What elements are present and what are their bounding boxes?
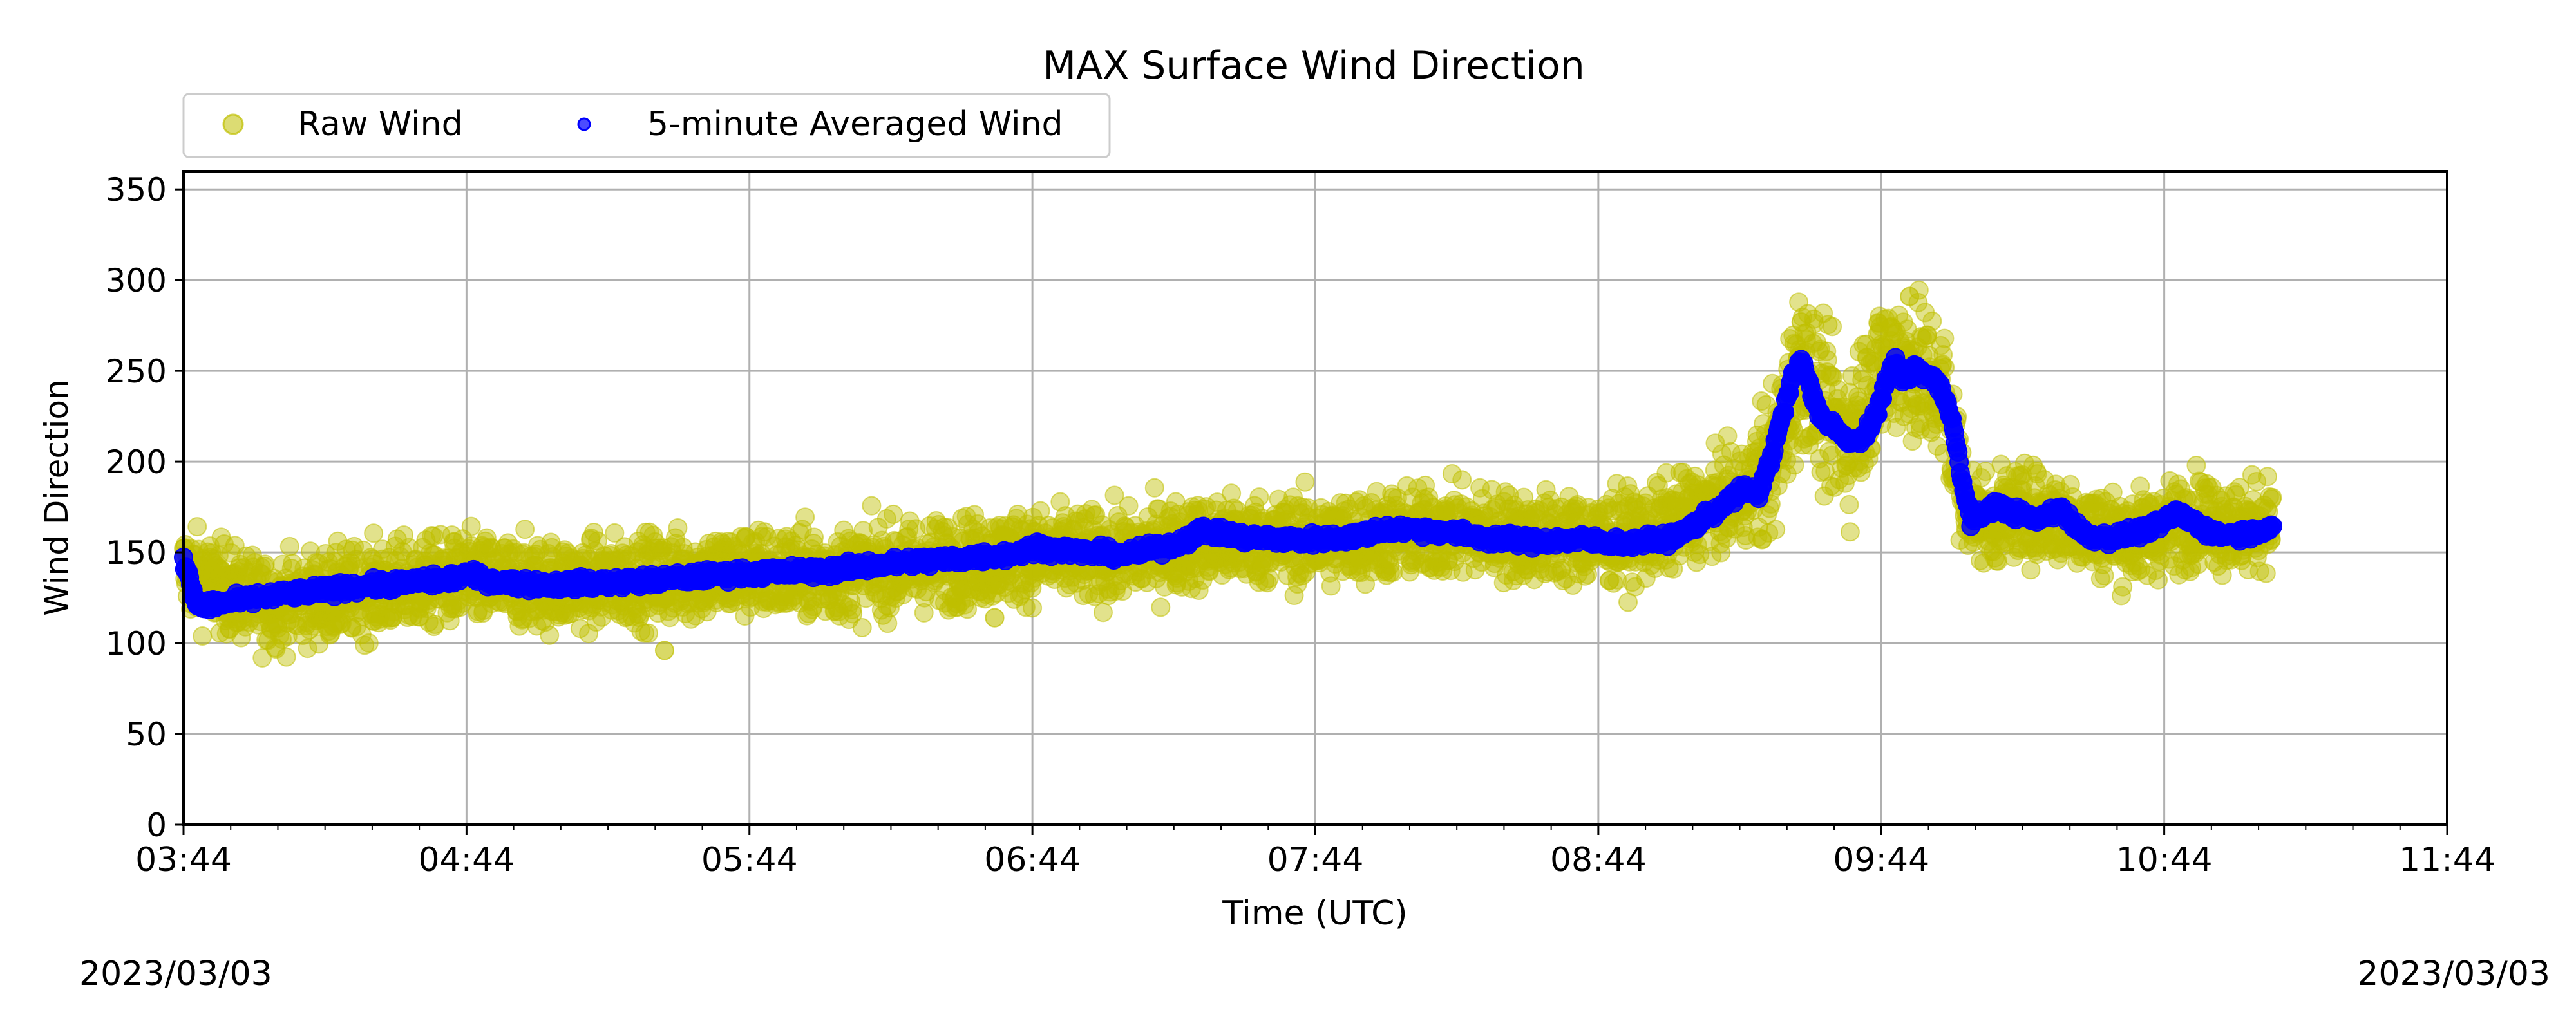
raw-wind-point bbox=[279, 536, 299, 556]
raw-wind-point bbox=[193, 626, 213, 646]
raw-wind-point bbox=[515, 520, 535, 539]
raw-wind-point bbox=[985, 608, 1005, 628]
raw-wind-point bbox=[1791, 312, 1811, 332]
chart-title: MAX Surface Wind Direction bbox=[1043, 43, 1585, 88]
raw-wind-point bbox=[1823, 317, 1842, 337]
raw-wind-point bbox=[1785, 455, 1804, 475]
raw-wind-point bbox=[1452, 470, 1472, 490]
raw-wind-point bbox=[2094, 566, 2114, 586]
raw-wind-point bbox=[1119, 496, 1139, 516]
raw-wind-point bbox=[1295, 472, 1315, 492]
raw-wind-point bbox=[393, 525, 413, 545]
raw-wind-point bbox=[1935, 328, 1955, 348]
raw-wind-point bbox=[298, 639, 317, 659]
raw-wind-point bbox=[276, 647, 296, 667]
raw-wind-point bbox=[1023, 598, 1043, 618]
raw-wind-point bbox=[605, 523, 625, 543]
raw-wind-point bbox=[1922, 311, 1942, 331]
raw-wind-point bbox=[1321, 576, 1341, 596]
raw-wind-point bbox=[1151, 597, 1171, 617]
raw-wind-point bbox=[231, 628, 251, 648]
raw-wind-point bbox=[852, 618, 872, 638]
raw-wind-point bbox=[1249, 487, 1269, 507]
raw-wind-point bbox=[252, 648, 272, 668]
raw-wind-point bbox=[1839, 494, 1859, 514]
raw-wind-point bbox=[187, 517, 207, 537]
raw-wind-point bbox=[359, 633, 379, 653]
raw-wind-point bbox=[668, 518, 688, 538]
raw-wind-point bbox=[795, 507, 815, 527]
raw-wind-point bbox=[804, 527, 824, 547]
raw-wind-point bbox=[461, 516, 481, 536]
raw-wind-point bbox=[2186, 456, 2206, 476]
raw-wind-point bbox=[2148, 570, 2168, 590]
raw-wind-point bbox=[639, 623, 659, 643]
raw-wind-point bbox=[2256, 563, 2276, 583]
raw-wind-point bbox=[540, 625, 560, 645]
raw-wind-point bbox=[1383, 562, 1403, 582]
raw-wind-point bbox=[862, 496, 882, 516]
raw-wind-point bbox=[1840, 522, 1860, 542]
raw-wind-point bbox=[364, 523, 384, 543]
raw-wind-point bbox=[2262, 487, 2282, 507]
raw-wind-point bbox=[579, 624, 599, 644]
raw-wind-point bbox=[1718, 426, 1738, 446]
raw-wind-point bbox=[2257, 467, 2277, 487]
raw-wind-point bbox=[1144, 478, 1164, 498]
raw-wind-point bbox=[654, 641, 674, 660]
raw-wind-point bbox=[1766, 520, 1786, 539]
raw-wind-point bbox=[884, 504, 904, 524]
raw-wind-point bbox=[792, 520, 812, 539]
raw-wind-point bbox=[1900, 286, 1920, 306]
raw-wind-point bbox=[1093, 603, 1113, 623]
raw-wind-point bbox=[425, 614, 445, 634]
raw-wind-point bbox=[503, 539, 523, 559]
raw-wind-point bbox=[841, 592, 861, 612]
raw-wind-point bbox=[210, 623, 230, 643]
raw-wind-point bbox=[278, 626, 298, 646]
